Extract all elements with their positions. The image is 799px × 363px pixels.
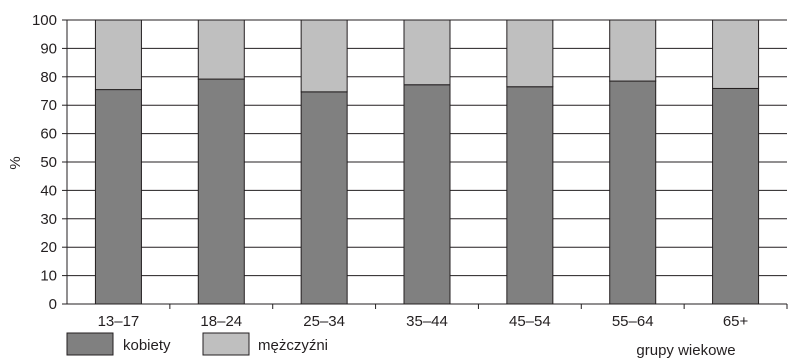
x-tick-labels: 13–17 18–24 25–34 35–44 45–54 55–64 65+ — [98, 313, 749, 330]
bar-kobiety — [300, 91, 348, 305]
bar-mezczyzni — [94, 19, 142, 91]
legend-label: mężczyźni — [258, 337, 328, 354]
y-tick-label: 80 — [40, 69, 57, 86]
bar-mezczyzni — [712, 19, 760, 89]
x-axis-title: grupy wiekowe — [636, 342, 735, 358]
bar-kobiety — [403, 84, 451, 305]
x-tick-label: 35–44 — [406, 313, 448, 330]
legend-label: kobiety — [123, 337, 171, 354]
y-tick-label: 20 — [40, 239, 57, 256]
bar-kobiety — [94, 89, 142, 305]
y-tick-label: 30 — [40, 211, 57, 228]
y-tick-labels: 0 10 20 30 40 50 60 70 80 90 100 — [32, 12, 57, 313]
y-tick-label: 40 — [40, 182, 57, 199]
bar-kobiety — [609, 80, 657, 305]
bar-mezczyzni — [506, 19, 554, 88]
y-tick-label: 0 — [49, 296, 57, 313]
bar-mezczyzni — [197, 19, 245, 80]
x-tick-label: 45–54 — [509, 313, 551, 330]
bar-kobiety — [197, 78, 245, 305]
x-tick-label: 13–17 — [98, 313, 140, 330]
bar-mezczyzni — [300, 19, 348, 93]
x-tick-label: 18–24 — [200, 313, 242, 330]
x-tick-label: 65+ — [723, 313, 749, 330]
y-tick-label: 90 — [40, 40, 57, 57]
y-tick-label: 50 — [40, 154, 57, 171]
bar-mezczyzni — [403, 19, 451, 86]
axes — [62, 19, 788, 309]
x-tick-label: 25–34 — [303, 313, 345, 330]
x-tick-label: 55–64 — [612, 313, 654, 330]
y-tick-label: 100 — [32, 12, 57, 29]
legend-swatch — [66, 332, 114, 356]
bar-kobiety — [506, 86, 554, 305]
y-tick-label: 70 — [40, 97, 57, 114]
y-axis-title: % — [7, 156, 24, 169]
y-tick-label: 60 — [40, 126, 57, 143]
bar-mezczyzni — [609, 19, 657, 82]
bar-kobiety — [712, 87, 760, 305]
legend-swatch — [202, 332, 250, 356]
legend: kobiety mężczyźni — [66, 332, 328, 356]
y-tick-label: 10 — [40, 268, 57, 285]
